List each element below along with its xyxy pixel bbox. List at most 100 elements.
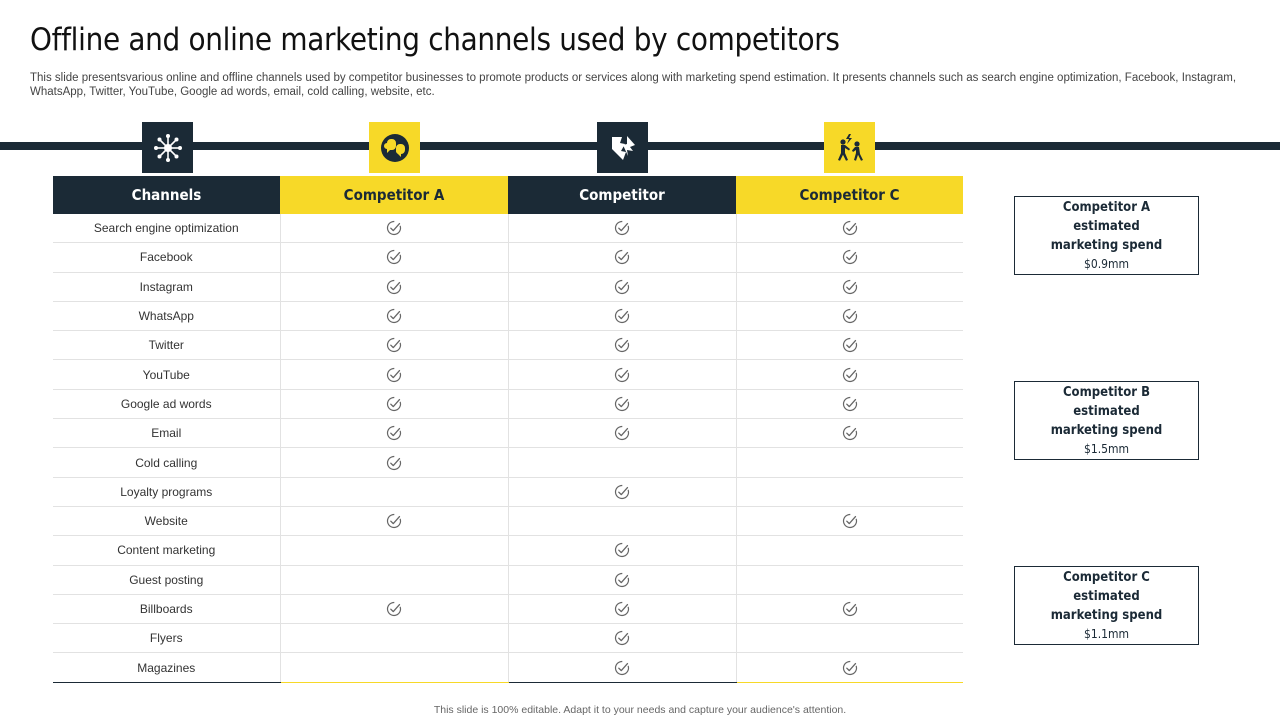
channel-name: WhatsApp <box>53 301 280 332</box>
competitor-b-cell <box>507 418 736 449</box>
competitor-c-cell <box>735 652 963 683</box>
competitor-a-cell <box>279 389 508 420</box>
table-row: Loyalty programs <box>53 477 963 507</box>
competitor-b-cell <box>507 389 736 420</box>
channel-name: Search engine optimization <box>53 214 280 244</box>
competitor-c-cell <box>735 389 963 420</box>
checkmark-icon <box>386 279 402 294</box>
checkmark-icon <box>842 250 858 265</box>
spend-amount: $1.1mm <box>1083 626 1130 641</box>
spend-amount: $0.9mm <box>1083 256 1130 271</box>
checkmark-icon <box>386 396 402 412</box>
channel-name: Billboards <box>53 594 280 625</box>
checkmark-icon <box>842 220 858 236</box>
competitor-b-cell <box>507 447 736 478</box>
checkmark-icon <box>614 338 630 353</box>
checkmark-icon <box>386 220 402 236</box>
competitor-a-cell <box>279 652 508 683</box>
competitor-c-cell <box>735 418 963 449</box>
competitor-c-cell <box>735 565 963 595</box>
competitor-a-cell <box>279 447 508 478</box>
channel-name: YouTube <box>53 359 280 390</box>
checkmark-icon <box>614 279 630 294</box>
competitor-a-cell <box>279 418 508 449</box>
table-row: Twitter <box>53 330 963 361</box>
header-competitor-c: Competitor C <box>736 176 963 214</box>
competitor-c-cell <box>735 359 963 390</box>
table-row: Facebook <box>53 242 963 273</box>
channel-name: Guest posting <box>53 565 280 595</box>
competitor-a-cell <box>279 565 508 595</box>
table-row: Guest posting <box>53 565 963 595</box>
table-row: Billboards <box>53 594 963 625</box>
table-row: Google ad words <box>53 389 963 420</box>
spend-label: Competitor A estimated marketing spend <box>1050 199 1163 253</box>
competitor-a-cell <box>279 535 508 566</box>
spend-label: Competitor B estimated marketing spend <box>1050 384 1163 438</box>
competitor-a-cell <box>279 594 508 625</box>
spend-label: Competitor C estimated marketing spend <box>1050 569 1163 623</box>
checkmark-icon <box>842 425 858 441</box>
channel-name: Facebook <box>53 242 280 273</box>
spend-box-competitor-c: Competitor C estimated marketing spend $… <box>1014 566 1199 645</box>
checkmark-icon <box>614 367 630 382</box>
checkmark-icon <box>842 601 858 617</box>
table-row: Website <box>53 506 963 537</box>
checkmark-icon <box>386 250 402 265</box>
channel-name: Instagram <box>53 272 280 302</box>
channel-name: Cold calling <box>53 447 280 478</box>
table-row: Magazines <box>53 652 963 683</box>
checkmark-icon <box>842 513 858 529</box>
checkmark-icon <box>842 338 858 353</box>
competitor-b-cell <box>507 301 736 332</box>
page-title: Offline and online marketing channels us… <box>30 22 840 58</box>
checkmark-icon <box>614 484 630 499</box>
table-header-row: Channels Competitor A Competitor Competi… <box>53 176 963 214</box>
spend-box-competitor-b: Competitor B estimated marketing spend $… <box>1014 381 1199 460</box>
table-row: Cold calling <box>53 447 963 478</box>
table-row: Email <box>53 418 963 449</box>
table-row: Instagram <box>53 272 963 302</box>
competitor-c-cell <box>735 506 963 537</box>
checkmark-icon <box>614 425 630 441</box>
channel-name: Website <box>53 506 280 537</box>
page-subtitle: This slide presentsvarious online and of… <box>30 72 1237 98</box>
checkmark-icon <box>386 367 402 382</box>
checkmark-icon <box>614 396 630 412</box>
competitor-b-cell <box>507 623 736 654</box>
checkmark-icon <box>614 601 630 617</box>
channel-name: Magazines <box>53 652 280 683</box>
competitor-a-cell <box>279 242 508 273</box>
competitor-a-cell <box>279 506 508 537</box>
network-icon <box>142 122 193 173</box>
checkmark-icon <box>614 660 630 675</box>
competitor-a-cell <box>279 301 508 332</box>
checkmark-icon <box>386 338 402 353</box>
competitor-b-cell <box>507 652 736 683</box>
table-row: WhatsApp <box>53 301 963 332</box>
competitor-c-cell <box>735 623 963 654</box>
competitor-c-cell <box>735 535 963 566</box>
channel-name: Email <box>53 418 280 449</box>
competitor-b-cell <box>507 242 736 273</box>
competitor-c-cell <box>735 242 963 273</box>
checkmark-icon <box>386 425 402 441</box>
spend-amount: $1.5mm <box>1083 441 1130 456</box>
competitor-c-cell <box>735 594 963 625</box>
checkmark-icon <box>614 543 630 558</box>
table-row: Search engine optimization <box>53 214 963 244</box>
channel-name: Twitter <box>53 330 280 361</box>
header-channels: Channels <box>53 176 280 214</box>
checkmark-icon <box>842 308 858 324</box>
checkmark-icon <box>614 250 630 265</box>
table-body: Search engine optimization Facebook Instag… <box>53 214 963 683</box>
table-row: Flyers <box>53 623 963 654</box>
competitor-c-cell <box>735 272 963 302</box>
channel-name: Google ad words <box>53 389 280 420</box>
competitor-b-cell <box>507 594 736 625</box>
speech-bubbles-icon <box>369 122 420 173</box>
checkmark-icon <box>614 308 630 324</box>
channels-table: Channels Competitor A Competitor Competi… <box>53 176 963 683</box>
checkmark-icon <box>614 630 630 646</box>
checkmark-icon <box>842 396 858 412</box>
